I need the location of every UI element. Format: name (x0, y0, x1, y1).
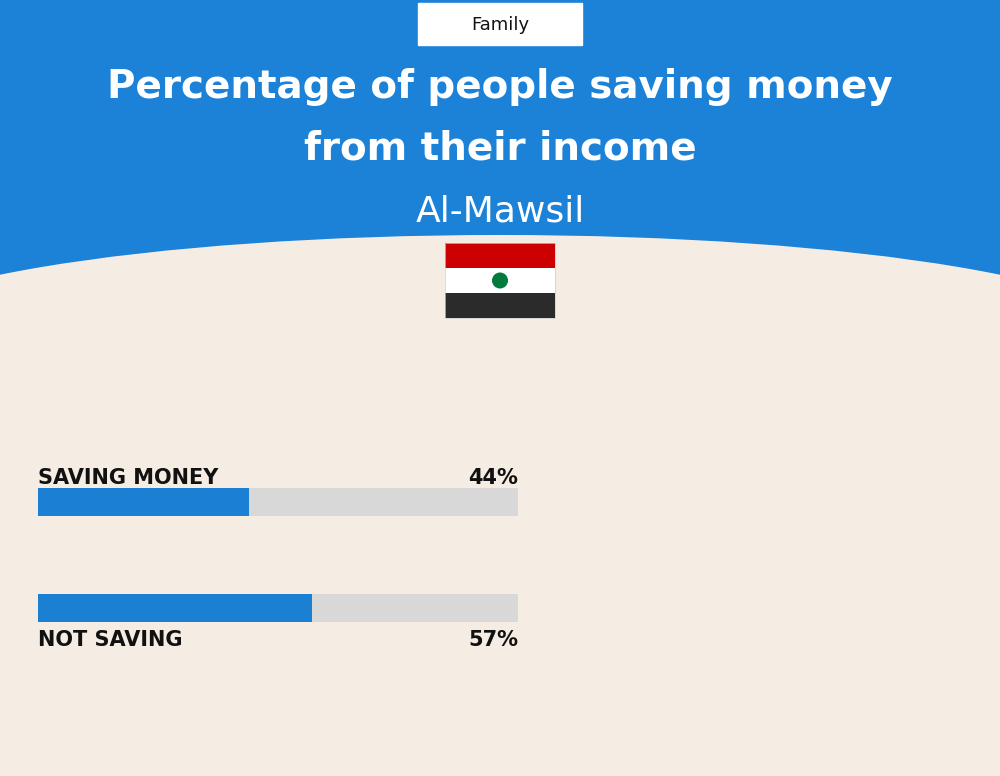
Bar (445, 268, 555, 293)
Bar (38, 488, 249, 516)
Text: NOT SAVING: NOT SAVING (38, 630, 182, 650)
Text: SAVING MONEY: SAVING MONEY (38, 468, 218, 488)
Bar (38, 594, 518, 622)
Text: 44%: 44% (468, 468, 518, 488)
Ellipse shape (0, 235, 1000, 455)
Bar (445, 243, 555, 318)
Bar (38, 594, 312, 622)
Bar (445, 293, 555, 318)
FancyBboxPatch shape (418, 3, 582, 45)
Text: Family: Family (471, 16, 529, 34)
Bar (38, 488, 518, 516)
Bar (445, 243, 555, 268)
Text: Percentage of people saving money: Percentage of people saving money (107, 68, 893, 106)
Text: 57%: 57% (468, 630, 518, 650)
Bar (0, 0, 1000, 345)
Circle shape (492, 272, 508, 289)
Text: Al-Mawsil: Al-Mawsil (415, 195, 585, 229)
Text: from their income: from their income (304, 130, 696, 168)
